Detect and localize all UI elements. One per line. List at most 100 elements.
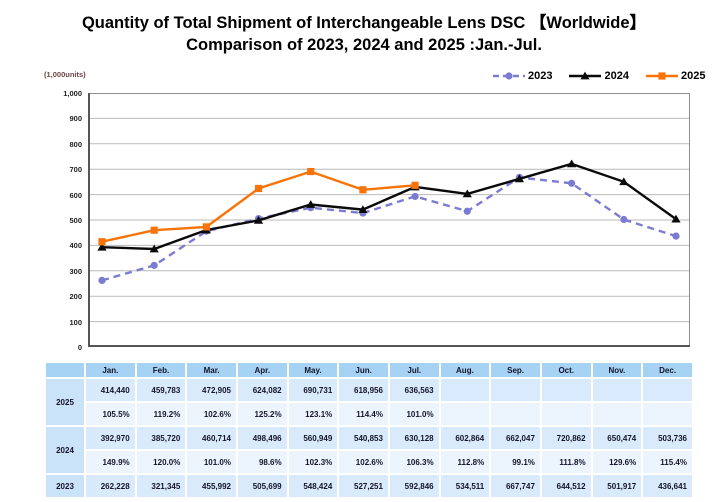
yoy-percent-cell [491, 403, 540, 425]
data-point-marker [411, 192, 419, 201]
yoy-percent-cell: 123.1% [288, 403, 338, 425]
month-header: Jun. [339, 363, 388, 377]
shipment-value-cell: 472,905 [187, 379, 236, 401]
shipment-value-cell: 618,956 [339, 379, 388, 401]
shipment-value-cell [592, 379, 642, 401]
y-axis-tick-label: 1,000 [63, 89, 82, 98]
shipment-value-cell: 501,917 [592, 475, 642, 497]
shipment-value-cell: 624,082 [237, 379, 287, 401]
shipment-value-cell: 644,512 [541, 475, 591, 497]
table-row: 2023 262,228 321,345 455,992 505,699 548,424 5… [46, 475, 692, 497]
shipment-value-cell: 459,783 [136, 379, 186, 401]
y-axis-tick-label: 700 [69, 165, 82, 175]
month-header: Jul. [389, 363, 439, 377]
yoy-percent-cell: 101.0% [187, 451, 236, 473]
data-point-marker [359, 186, 367, 194]
legend-marker-square-icon [645, 72, 678, 80]
yoy-percent-cell: 149.9% [86, 451, 135, 473]
shipment-value-cell: 592,846 [389, 475, 439, 497]
month-header: Mar. [187, 363, 236, 377]
y-axis-tick-label: 100 [69, 317, 82, 327]
month-header: Aug. [440, 363, 490, 377]
yoy-percent-cell: 129.6% [592, 451, 642, 473]
data-point-marker [202, 223, 210, 231]
month-header: Dec. [643, 363, 692, 377]
data-point-marker [463, 207, 471, 215]
yoy-percent-cell [592, 403, 642, 425]
table-row: 2025 414,440 459,783 472,905 624,082 690,731 6… [46, 379, 692, 425]
yoy-percent-cell: 120.0% [136, 451, 186, 473]
data-point-marker [307, 167, 315, 176]
data-point-marker [658, 72, 666, 80]
shipment-value-cell: 630,128 [389, 427, 439, 449]
data-table: Jan. Feb. Mar. Apr. May. Jun. Jul. Aug. Sep. Oct.… [44, 361, 694, 499]
data-point-marker [97, 242, 107, 251]
page-title-line1: Quantity of Total Shipment of Interchang… [81, 14, 647, 32]
shipment-value-cell: 540,853 [339, 427, 388, 449]
month-header: Sep. [491, 363, 540, 377]
shipment-value-cell [541, 379, 591, 401]
data-point-marker [358, 205, 368, 214]
shipment-value-cell: 690,731 [288, 379, 338, 401]
yoy-percent-cell [440, 403, 490, 425]
legend-item-2023: 2023 [492, 70, 552, 82]
legend-item-2025: 2025 [645, 70, 705, 82]
month-header: May. [288, 363, 338, 377]
y-axis-tick-label: 600 [69, 190, 82, 200]
yoy-percent-cell: 102.6% [187, 403, 236, 425]
shipment-value-cell: 385,720 [136, 427, 186, 449]
yoy-percent-cell: 115.4% [643, 451, 692, 473]
yoy-percent-cell: 101.0% [389, 403, 439, 425]
yoy-percent-cell: 114.4% [339, 403, 388, 425]
shipment-value-cell: 667,747 [491, 475, 540, 497]
year-label: 2024 [46, 427, 84, 473]
y-axis-tick-label: 200 [69, 292, 82, 302]
shipment-value-cell: 650,474 [592, 427, 642, 449]
yoy-percent-cell: 111.8% [541, 451, 591, 473]
y-axis-tick-label: 900 [69, 114, 82, 124]
month-header: Feb. [136, 363, 186, 377]
y-axis-tick-label: 400 [69, 241, 82, 251]
table-row: 2024 392,970 385,720 460,714 498,496 560,949 5… [46, 427, 692, 473]
data-point-marker [254, 184, 263, 193]
yoy-percent-cell: 105.5% [86, 403, 135, 425]
shipment-value-cell: 498,496 [237, 427, 287, 449]
table-corner-cell [46, 363, 84, 377]
shipment-value-cell [643, 379, 692, 401]
shipment-value-cell: 636,563 [389, 379, 439, 401]
data-point-marker [150, 261, 158, 269]
shipment-value-cell: 720,862 [541, 427, 591, 449]
shipment-value-cell: 602,864 [440, 427, 490, 449]
shipment-value-cell [440, 379, 490, 401]
yoy-percent-cell: 99.1% [491, 451, 540, 473]
shipment-value-cell: 503,736 [643, 427, 692, 449]
data-point-marker [567, 159, 577, 168]
month-header: Apr. [237, 363, 287, 377]
year-label: 2025 [46, 379, 84, 425]
yoy-percent-cell [643, 403, 692, 425]
yoy-percent-cell: 98.6% [237, 451, 287, 473]
shipment-value-cell [491, 379, 540, 401]
y-axis-tick-label: 300 [69, 266, 82, 276]
legend-item-2024: 2024 [568, 70, 629, 82]
data-point-marker [514, 174, 525, 183]
yoy-percent-cell: 125.2% [237, 403, 287, 425]
line-chart-plot [88, 93, 690, 347]
data-point-marker [671, 214, 681, 223]
yoy-percent-cell [541, 403, 591, 425]
data-point-marker [98, 276, 106, 284]
yoy-percent-cell: 112.8% [440, 451, 490, 473]
shipment-value-cell: 560,949 [288, 427, 338, 449]
y-axis-unit-label: (1,000units) [44, 70, 86, 79]
yoy-percent-cell: 102.3% [288, 451, 338, 473]
yoy-percent-cell: 102.6% [339, 451, 388, 473]
y-axis-tick-label: 0 [77, 343, 82, 352]
shipment-value-cell: 534,511 [440, 475, 490, 497]
legend-marker-circle-icon [493, 72, 525, 80]
legend-label: 2024 [604, 70, 629, 82]
table-row: 105.5% 119.2% 102.6% 125.2% 123.1% 114.4% 101.… [46, 403, 692, 425]
data-point-marker [568, 179, 576, 187]
chart-legend: 2023 2024 2025 [492, 70, 705, 82]
shipment-value-cell: 460,714 [187, 427, 236, 449]
